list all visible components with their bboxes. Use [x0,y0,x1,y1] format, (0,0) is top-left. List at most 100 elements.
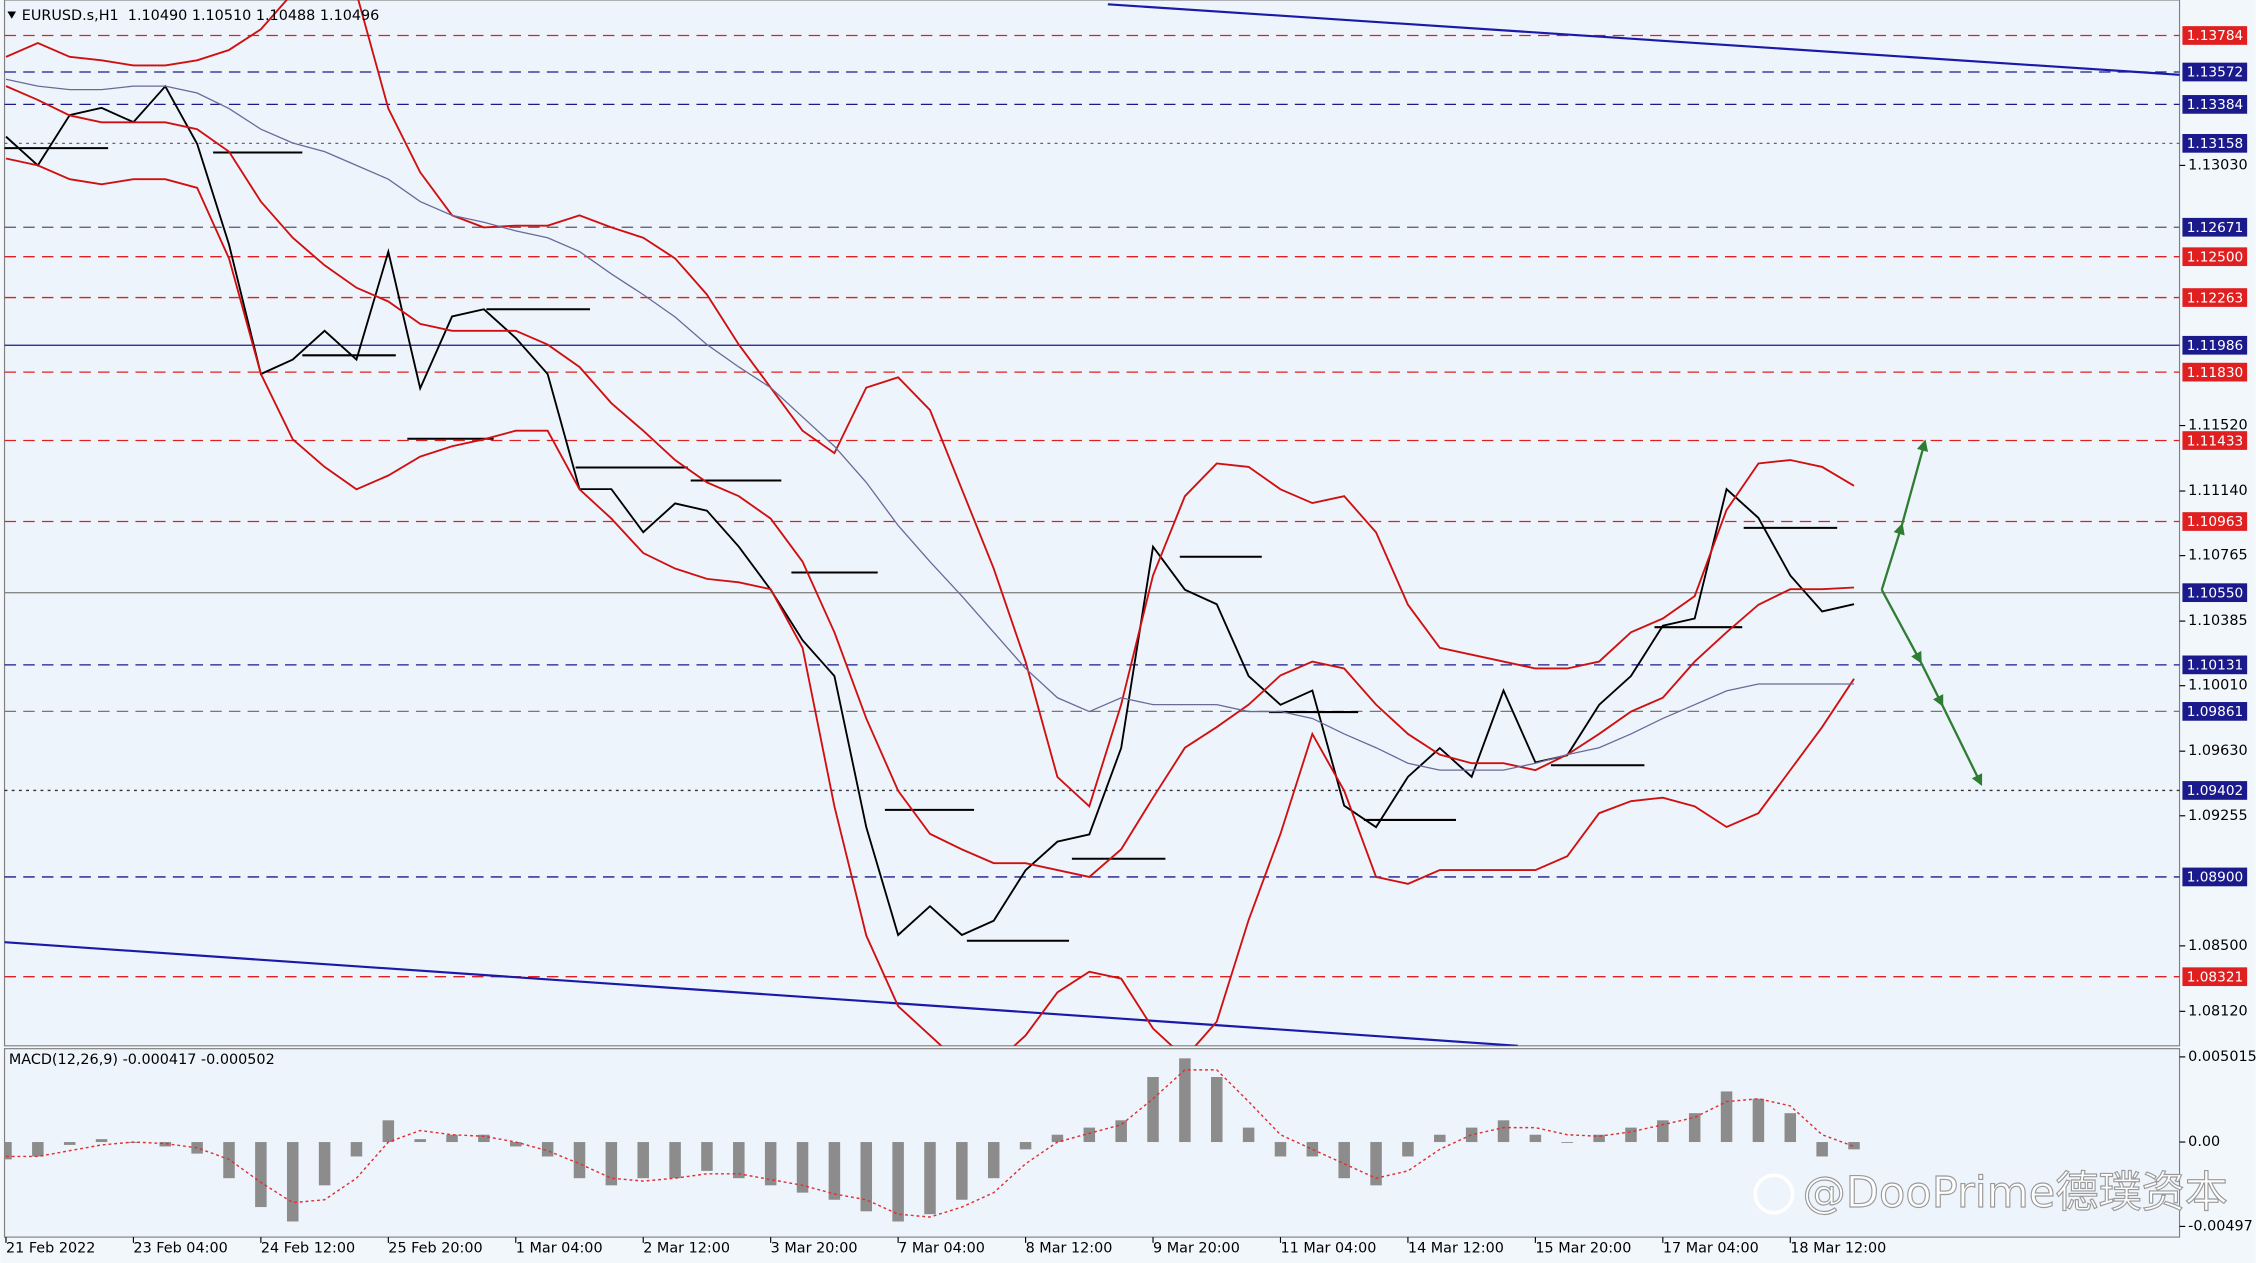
histogram-bar [1019,1142,1032,1150]
histogram-bar [1434,1134,1446,1143]
histogram-bar [701,1142,713,1171]
histogram-bar [1211,1077,1223,1143]
x-tick-label: 3 Mar 20:00 [771,1241,858,1257]
series-line [5,78,1855,771]
histogram-bar [796,1142,809,1193]
y-tick-label: -0.00497 [2188,1218,2253,1234]
histogram-bar [478,1134,490,1143]
level-box [2182,95,2248,114]
histogram-bar [669,1142,681,1179]
level-label: 1.09861 [2187,704,2243,720]
drawings [4,3,2180,1046]
histogram-bar [637,1142,649,1179]
histogram-bar [1465,1127,1478,1143]
x-tick-label: 8 Mar 12:00 [1026,1241,1113,1257]
y-tick-label: 1.11140 [2188,483,2247,499]
y-tick-label: 1.09255 [2188,808,2247,824]
level-box [2182,26,2248,45]
series-line [5,85,1855,878]
level-box [2182,133,2248,153]
level-box [2182,655,2248,675]
y-tick-label: 0.00 [2188,1134,2220,1150]
x-tick-label: 17 Mar 04:00 [1663,1241,1759,1257]
series-line [5,157,1855,1046]
histogram-bar [956,1142,968,1200]
histogram-bar [1147,1077,1159,1143]
level-label: 1.08900 [2187,870,2243,886]
x-tick-label: 24 Feb 12:00 [261,1241,355,1257]
chart-title: EURUSD.s,H1 1.10490 1.10510 1.10488 1.10… [22,8,380,24]
level-label: 1.13158 [2187,136,2243,152]
macd-title: MACD(12,26,9) -0.000417 -0.000502 [9,1052,275,1068]
y-tick-label: 0.005015 [2188,1049,2256,1065]
main-panel [3,0,2181,1047]
histogram-bar [1338,1142,1350,1179]
level-label: 1.13572 [2187,65,2243,81]
x-tick-label: 15 Mar 20:00 [1535,1241,1631,1257]
level-label: 1.09402 [2187,783,2243,799]
y-tick-label: 1.11520 [2188,418,2247,434]
histogram-bar [350,1142,363,1157]
histogram-bar [286,1142,299,1222]
histogram-bar [1625,1127,1637,1143]
y-tick-label: 1.10765 [2188,548,2247,564]
histogram-bar [1848,1142,1860,1150]
x-tick-label: 7 Mar 04:00 [898,1241,985,1257]
histogram-bar [255,1142,267,1208]
histogram-bar [510,1142,522,1147]
series [5,0,1855,1046]
histogram-bar [605,1142,618,1186]
histogram-bar [860,1142,873,1212]
histogram-bar [446,1134,458,1143]
histogram-bar [1688,1113,1701,1143]
histogram-bar [541,1142,554,1157]
histogram-bar [892,1142,904,1222]
histogram-bar [1657,1120,1669,1143]
level-box [2182,217,2248,237]
histogram-bar [764,1142,777,1186]
watermark: @DooPrime德璞资本 [1803,1168,2228,1218]
level-box [2182,583,2248,603]
histogram-bar [382,1120,395,1143]
x-tick-label: 1 Mar 04:00 [516,1241,603,1257]
histogram-bar [1402,1142,1414,1157]
histogram-bar [1752,1098,1765,1143]
level-box [2182,247,2248,267]
watermark-logo [1753,1173,1795,1215]
histogram-bar [318,1142,331,1186]
histogram-bar [987,1142,1000,1179]
level-box [2182,512,2248,531]
histogram-bar [95,1139,108,1143]
forecast-arrows [1880,439,1983,787]
level-label: 1.10963 [2187,514,2243,530]
level-label: 1.13784 [2187,28,2243,44]
histogram-bar [1497,1120,1510,1143]
histogram-bar [1242,1127,1255,1143]
histogram-bar [1816,1142,1828,1157]
menu-triangle [7,11,17,19]
level-box [2182,967,2248,987]
level-box [2182,867,2248,887]
level-label: 1.10550 [2187,585,2243,601]
level-label: 1.12671 [2187,220,2243,236]
histogram-bar [159,1142,172,1147]
histogram-bar [1529,1134,1542,1143]
x-tick-label: 25 Feb 20:00 [388,1241,482,1257]
histogram-bar [1720,1091,1733,1143]
histogram-bar [1115,1120,1127,1143]
axes: 1.13030 1.11520 1.11140 1.10765 1.10385 1.100… [5,26,2256,1257]
histogram-bar [32,1142,44,1157]
histogram-bar [733,1142,745,1179]
histogram-bar [414,1139,426,1143]
histogram-bar [1306,1142,1319,1157]
level-box [2182,288,2248,307]
series-line [5,1069,1855,1218]
y-tick-label: 1.10010 [2188,678,2247,694]
level-label: 1.11830 [2187,365,2243,381]
y-tick-label: 1.08120 [2188,1003,2247,1019]
level-label: 1.11433 [2187,433,2243,449]
histogram-bar [1561,1142,1573,1143]
x-tick-label: 18 Mar 12:00 [1790,1241,1886,1257]
level-box [2182,431,2248,450]
